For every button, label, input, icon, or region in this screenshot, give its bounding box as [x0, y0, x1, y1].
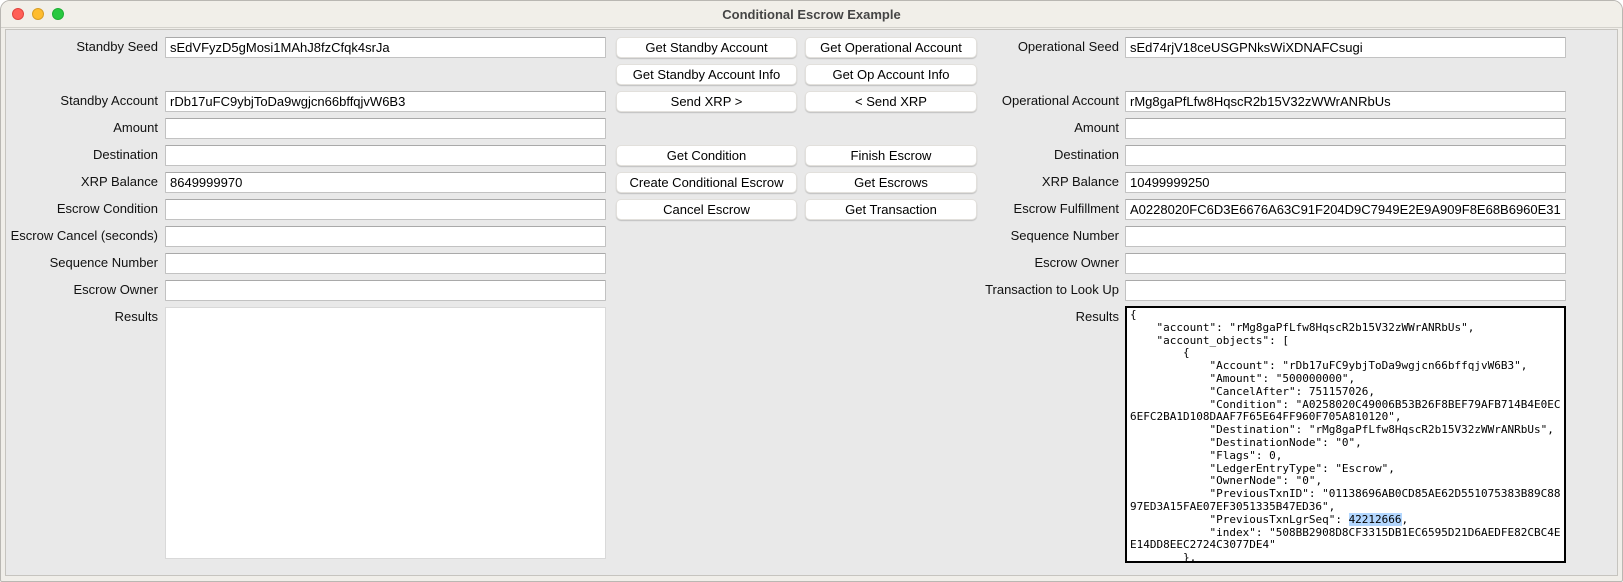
standby-escrow-owner-label: Escrow Owner — [73, 282, 158, 297]
get-transaction-button[interactable]: Get Transaction — [805, 199, 977, 220]
standby-amount-field[interactable] — [165, 118, 606, 139]
get-escrows-button[interactable]: Get Escrows — [805, 172, 977, 193]
standby-balance-label: XRP Balance — [80, 174, 158, 189]
operational-amount-label: Amount — [1074, 120, 1119, 135]
operational-sequence-field[interactable] — [1125, 226, 1566, 247]
operational-destination-field[interactable] — [1125, 145, 1566, 166]
zoom-icon[interactable] — [52, 8, 64, 20]
titlebar[interactable]: Conditional Escrow Example — [1, 1, 1622, 28]
get-standby-account-info-button[interactable]: Get Standby Account Info — [616, 64, 797, 85]
selected-text: 42212666 — [1348, 512, 1402, 526]
escrow-fulfillment-label: Escrow Fulfillment — [1013, 201, 1119, 216]
standby-seed-label: Standby Seed — [76, 39, 158, 54]
transaction-to-look-up-field[interactable] — [1125, 280, 1566, 301]
standby-escrow-owner-field[interactable] — [165, 280, 606, 301]
get-op-account-info-button[interactable]: Get Op Account Info — [805, 64, 977, 85]
escrow-fulfillment-field[interactable] — [1125, 199, 1566, 220]
standby-seed-field[interactable] — [165, 37, 606, 58]
standby-sequence-label: Sequence Number — [49, 255, 158, 270]
content-area: Standby Seed Standby Account Amount Dest… — [5, 29, 1618, 576]
operational-balance-field[interactable] — [1125, 172, 1566, 193]
standby-escrow-condition-label: Escrow Condition — [56, 201, 158, 216]
window-title: Conditional Escrow Example — [722, 7, 901, 22]
operational-destination-label: Destination — [1053, 147, 1119, 162]
standby-results-area[interactable] — [165, 307, 606, 559]
cancel-escrow-button[interactable]: Cancel Escrow — [616, 199, 797, 220]
standby-results-label: Results — [114, 309, 158, 324]
get-condition-button[interactable]: Get Condition — [616, 145, 797, 166]
operational-seed-label: Operational Seed — [1017, 39, 1119, 54]
operational-amount-field[interactable] — [1125, 118, 1566, 139]
standby-amount-label: Amount — [113, 120, 158, 135]
operational-balance-label: XRP Balance — [1041, 174, 1119, 189]
get-standby-account-button[interactable]: Get Standby Account — [616, 37, 797, 58]
standby-destination-label: Destination — [92, 147, 158, 162]
operational-results-area[interactable]: { "account": "rMg8gaPfLfw8HqscR2b15V32zW… — [1125, 306, 1566, 563]
standby-account-field[interactable] — [165, 91, 606, 112]
operational-results-label: Results — [1075, 309, 1119, 324]
transaction-to-look-up-label: Transaction to Look Up — [985, 282, 1119, 297]
send-xrp-right-button[interactable]: Send XRP > — [616, 91, 797, 112]
operational-results-text: { "account": "rMg8gaPfLfw8HqscR2b15V32zW… — [1130, 308, 1561, 563]
standby-escrow-cancel-field[interactable] — [165, 226, 606, 247]
standby-escrow-condition-field[interactable] — [165, 199, 606, 220]
standby-balance-field[interactable] — [165, 172, 606, 193]
standby-account-label: Standby Account — [60, 93, 158, 108]
operational-seed-field[interactable] — [1125, 37, 1566, 58]
operational-account-field[interactable] — [1125, 91, 1566, 112]
operational-account-label: Operational Account — [1001, 93, 1119, 108]
standby-sequence-field[interactable] — [165, 253, 606, 274]
operational-escrow-owner-field[interactable] — [1125, 253, 1566, 274]
standby-destination-field[interactable] — [165, 145, 606, 166]
minimize-icon[interactable] — [32, 8, 44, 20]
get-operational-account-button[interactable]: Get Operational Account — [805, 37, 977, 58]
operational-sequence-label: Sequence Number — [1010, 228, 1119, 243]
finish-escrow-button[interactable]: Finish Escrow — [805, 145, 977, 166]
close-icon[interactable] — [12, 8, 24, 20]
traffic-lights — [12, 8, 64, 20]
create-conditional-escrow-button[interactable]: Create Conditional Escrow — [616, 172, 797, 193]
operational-escrow-owner-label: Escrow Owner — [1034, 255, 1119, 270]
send-xrp-left-button[interactable]: < Send XRP — [805, 91, 977, 112]
standby-escrow-cancel-label: Escrow Cancel (seconds) — [10, 228, 158, 243]
